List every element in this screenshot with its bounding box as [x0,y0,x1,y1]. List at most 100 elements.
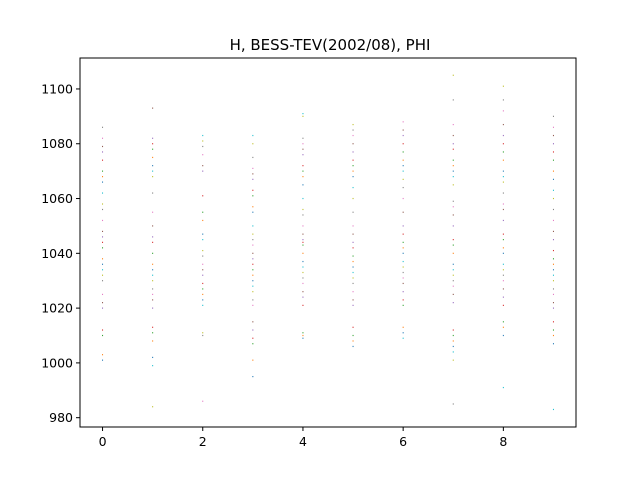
data-point [452,159,454,161]
data-point [202,145,204,148]
data-point [402,241,404,243]
plot-frame [79,57,577,428]
data-point [152,148,154,150]
data-point [252,337,254,339]
data-point [302,115,304,117]
data-point [302,266,304,268]
data-point [452,99,454,101]
data-point [402,225,404,227]
data-point [502,203,504,205]
data-point [202,239,204,241]
data-point [202,170,204,172]
data-point [202,249,204,252]
data-point [252,211,254,213]
data-point [302,165,304,167]
data-point [352,129,354,131]
x-axis: 0 2 4 6 8 [99,427,507,449]
data-point [152,241,154,243]
data-point [102,334,104,337]
data-point [552,239,554,241]
data-point [402,165,404,167]
y-tick-label: 1100 [41,81,73,96]
data-point [302,233,304,235]
data-point [452,345,454,348]
data-point [352,299,354,301]
data-point [152,263,154,265]
data-point [102,230,104,233]
data-point [552,329,554,331]
data-point [452,280,454,282]
data-point [202,140,204,142]
x-tick-label: 6 [399,434,407,449]
data-point [102,280,104,282]
data-point [252,299,254,301]
data-point [552,197,554,200]
data-point [302,214,304,216]
data-point [102,126,104,128]
data-point [552,321,554,323]
data-point [502,386,504,389]
data-point [152,365,154,367]
data-point [552,126,554,128]
data-point [252,239,254,241]
data-point [102,274,104,276]
data-point [352,159,354,161]
data-point [202,211,204,213]
data-point [252,156,254,159]
data-point [402,299,404,301]
data-point [352,260,354,263]
data-point [202,293,204,296]
data-point [352,176,354,178]
y-tick-label: 980 [49,410,73,425]
data-point [252,321,254,323]
data-point [152,326,154,328]
data-point [452,176,454,178]
data-point [402,159,404,161]
data-point [502,274,504,276]
data-point [452,244,454,246]
data-point [552,208,554,211]
data-point [252,304,254,306]
data-point [352,233,354,235]
data-point [402,332,404,334]
data-point [402,197,404,200]
data-point [152,192,154,194]
data-point [102,307,104,309]
data-point [452,200,454,202]
data-point [552,269,554,271]
data-point [352,255,354,257]
data-point [402,277,404,279]
data-point [102,176,104,178]
data-point [252,329,254,331]
data-point [152,143,154,145]
data-point [152,269,154,271]
data-point [152,356,154,359]
data-point [402,151,404,153]
data-point [252,263,254,265]
data-point [302,277,304,279]
data-point [252,195,254,197]
data-point [352,277,354,279]
data-point [502,233,504,235]
y-tick-label: 1040 [41,246,73,261]
data-point [552,189,554,191]
data-point [452,184,454,186]
data-point [102,263,104,265]
data-point [302,154,304,156]
data-point [402,252,404,254]
data-point [402,178,404,180]
data-point [152,332,154,334]
data-point [252,189,254,191]
data-point [502,296,504,298]
data-point [152,156,154,159]
data-point [102,236,104,238]
data-point [152,293,154,296]
data-point [302,291,304,293]
data-point [452,206,454,208]
data-point [502,123,504,126]
data-point [202,165,204,167]
data-point [202,299,204,301]
data-point [152,280,154,282]
data-point [402,211,404,213]
